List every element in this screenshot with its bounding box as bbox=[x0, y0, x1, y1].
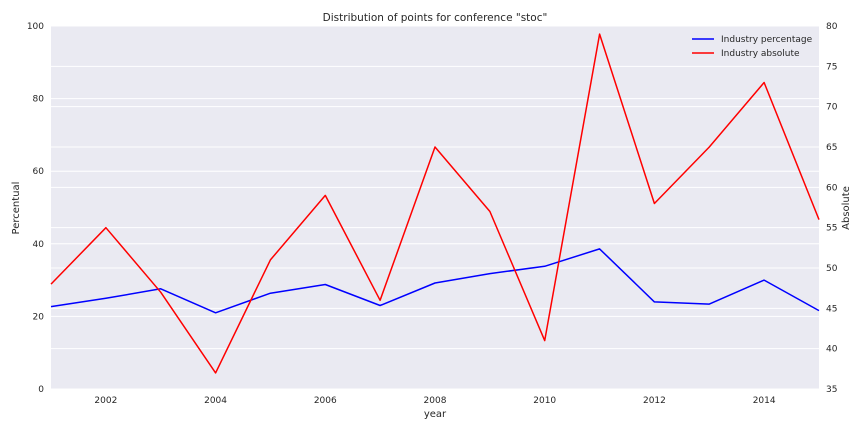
right-axis-ticks: 35 40 45 50 55 60 65 70 75 80 bbox=[826, 22, 838, 395]
x-tick-label: 2012 bbox=[643, 396, 666, 406]
series-line-industry-absolute bbox=[50, 33, 820, 374]
left-tick-label: 60 bbox=[33, 167, 45, 177]
right-tick-label: 65 bbox=[826, 143, 837, 153]
series-line-industry-percentage bbox=[50, 248, 820, 314]
x-tick-label: 2006 bbox=[314, 396, 337, 406]
legend: Industry percentage Industry absolute bbox=[692, 35, 813, 59]
series-lines bbox=[50, 33, 820, 374]
right-tick-label: 60 bbox=[826, 183, 838, 193]
x-tick-label: 2004 bbox=[204, 396, 227, 406]
right-tick-label: 45 bbox=[826, 304, 837, 314]
right-tick-label: 80 bbox=[826, 22, 838, 32]
plot-background bbox=[51, 26, 819, 389]
left-axis-ticks: 0 20 40 60 80 100 bbox=[27, 22, 44, 395]
legend-label-absolute: Industry absolute bbox=[721, 49, 800, 59]
right-tick-label: 40 bbox=[826, 345, 838, 355]
right-axis-label: Absolute bbox=[841, 186, 852, 230]
legend-label-percentage: Industry percentage bbox=[721, 35, 813, 45]
left-tick-label: 80 bbox=[33, 95, 45, 105]
left-tick-label: 40 bbox=[33, 240, 45, 250]
right-tick-label: 70 bbox=[826, 103, 838, 113]
x-axis-label: year bbox=[424, 409, 447, 420]
x-axis-ticks: 2002 2004 2006 2008 2010 2012 2014 bbox=[94, 396, 775, 406]
chart-title: Distribution of points for conference "s… bbox=[323, 12, 548, 24]
left-tick-label: 20 bbox=[33, 312, 45, 322]
left-tick-label: 0 bbox=[38, 385, 44, 395]
x-tick-label: 2002 bbox=[94, 396, 117, 406]
x-tick-label: 2010 bbox=[533, 396, 556, 406]
left-tick-label: 100 bbox=[27, 22, 44, 32]
right-tick-label: 55 bbox=[826, 224, 837, 234]
right-tick-label: 35 bbox=[826, 385, 837, 395]
x-tick-label: 2008 bbox=[424, 396, 447, 406]
right-tick-label: 50 bbox=[826, 264, 838, 274]
x-tick-label: 2014 bbox=[753, 396, 776, 406]
left-axis-label: Percentual bbox=[11, 182, 22, 235]
right-tick-label: 75 bbox=[826, 62, 837, 72]
